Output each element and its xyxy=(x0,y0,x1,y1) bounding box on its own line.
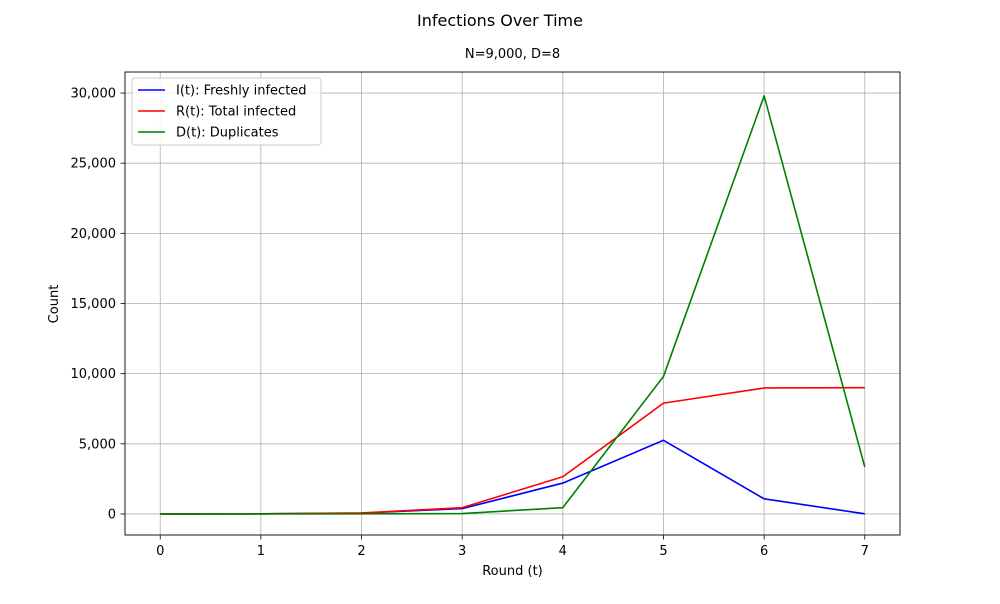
legend-label: R(t): Total infected xyxy=(176,105,296,120)
x-axis-label: Round (t) xyxy=(482,564,543,579)
series-line-2 xyxy=(160,95,866,515)
x-tick-label: 2 xyxy=(357,544,365,559)
tick-marks: 0 1 2 3 4 5 6 7 0 5,000 10,000 15,000 20,000 25,000 30… xyxy=(71,87,869,559)
series-line-0 xyxy=(160,439,865,515)
y-tick-label: 5,000 xyxy=(79,437,116,452)
y-axis-label: Count xyxy=(47,285,62,324)
x-tick-label: 6 xyxy=(760,544,768,559)
legend: I(t): Freshly infected R(t): Total infect… xyxy=(131,77,322,146)
y-tick-label: 20,000 xyxy=(71,227,117,242)
chart-subtitle: N=9,000, D=8 xyxy=(465,47,560,62)
grid-lines xyxy=(125,72,900,535)
y-tick-label: 25,000 xyxy=(71,157,117,172)
x-tick-label: 0 xyxy=(156,544,164,559)
chart-title: Infections Over Time xyxy=(417,11,583,30)
x-tick-label: 1 xyxy=(257,544,265,559)
legend-label: I(t): Freshly infected xyxy=(176,84,307,99)
y-tick-label: 0 xyxy=(108,507,116,522)
x-tick-label: 5 xyxy=(659,544,667,559)
x-tick-label: 7 xyxy=(861,544,869,559)
x-tick-label: 4 xyxy=(559,544,567,559)
legend-label: D(t): Duplicates xyxy=(176,126,279,141)
y-tick-label: 10,000 xyxy=(71,367,117,382)
x-tick-label: 3 xyxy=(458,544,466,559)
y-tick-label: 15,000 xyxy=(71,297,117,312)
legend-box xyxy=(131,77,322,146)
series-lines xyxy=(160,95,866,515)
y-tick-label: 30,000 xyxy=(71,87,117,102)
